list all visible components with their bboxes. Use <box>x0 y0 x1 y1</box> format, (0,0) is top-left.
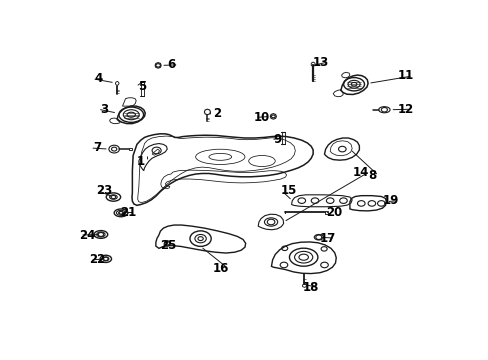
Text: 4: 4 <box>95 72 103 85</box>
Text: 7: 7 <box>93 141 101 154</box>
Text: 3: 3 <box>101 103 108 116</box>
Text: 17: 17 <box>320 231 336 244</box>
Text: 9: 9 <box>273 133 282 146</box>
Text: 6: 6 <box>167 58 176 71</box>
Text: 24: 24 <box>79 229 95 242</box>
Text: 15: 15 <box>280 184 296 197</box>
Text: 14: 14 <box>352 166 368 179</box>
Text: 8: 8 <box>367 169 375 182</box>
Text: 2: 2 <box>213 107 221 120</box>
Text: 22: 22 <box>89 253 105 266</box>
Text: 25: 25 <box>160 239 176 252</box>
Text: 10: 10 <box>253 111 269 124</box>
Text: 16: 16 <box>212 262 229 275</box>
Text: 13: 13 <box>312 55 328 68</box>
Text: 21: 21 <box>120 206 137 219</box>
Text: 5: 5 <box>138 80 146 93</box>
Text: 18: 18 <box>303 281 319 294</box>
Text: 12: 12 <box>397 103 413 116</box>
Text: 20: 20 <box>325 206 342 219</box>
Text: 19: 19 <box>382 194 398 207</box>
Text: 1: 1 <box>136 156 144 168</box>
Text: 11: 11 <box>397 69 413 82</box>
Text: 23: 23 <box>97 184 113 197</box>
